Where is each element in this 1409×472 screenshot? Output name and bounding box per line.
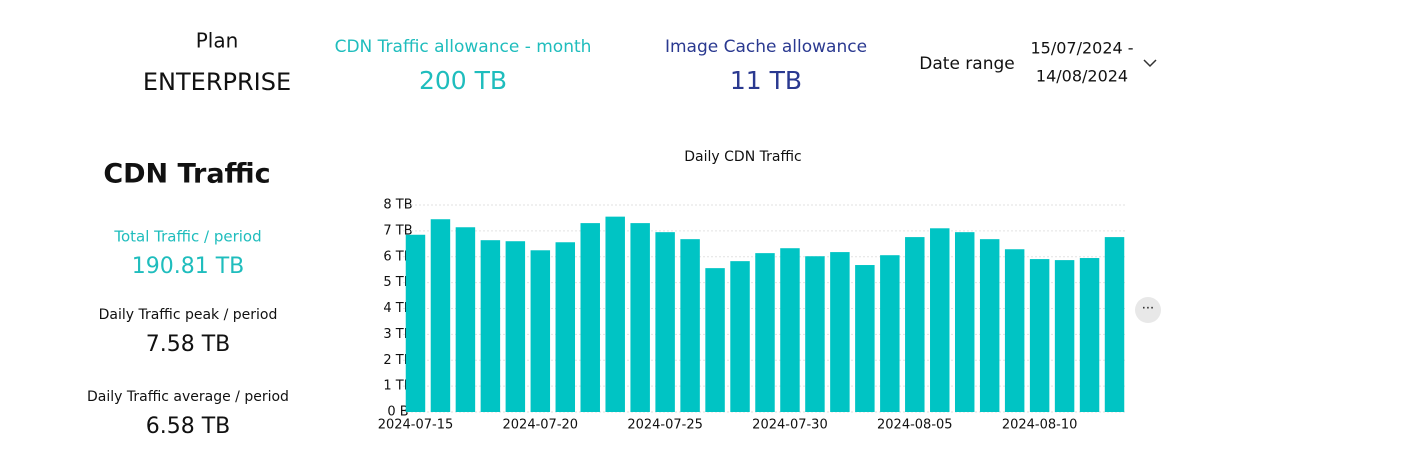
y-tick-label: 6 TB	[383, 249, 412, 264]
summary-label: Daily Traffic peak / period	[99, 307, 278, 323]
date-range-end[interactable]: 14/08/2024	[1036, 67, 1128, 86]
bar	[555, 242, 576, 412]
bar	[780, 248, 800, 412]
bar	[680, 239, 700, 412]
bar	[855, 265, 875, 412]
summary-value: 7.58 TB	[146, 332, 231, 357]
x-tick-label: 2024-07-15	[378, 418, 454, 433]
y-tick-label: 8 TB	[383, 198, 412, 213]
cdn-allowance-label: CDN Traffic allowance - month	[335, 37, 592, 57]
more-options-icon[interactable]: ···	[1142, 302, 1154, 317]
y-tick-label: 3 TB	[383, 327, 412, 342]
chart-title: Daily CDN Traffic	[684, 149, 801, 165]
image-cache-label: Image Cache allowance	[665, 37, 867, 57]
more-options[interactable]	[1135, 297, 1161, 323]
bar	[405, 234, 426, 412]
bar	[930, 228, 950, 412]
bar	[730, 261, 750, 412]
summary-label: Total Traffic / period	[113, 228, 261, 246]
y-tick-label: 4 TB	[383, 301, 412, 316]
bar	[480, 240, 501, 412]
x-tick-label: 2024-08-10	[1002, 418, 1078, 433]
y-tick-label: 7 TB	[383, 223, 412, 238]
bar	[1054, 260, 1075, 412]
bar	[530, 250, 551, 412]
summary-title: CDN Traffic	[103, 159, 270, 190]
summary-label: Daily Traffic average / period	[87, 389, 289, 405]
date-range-label: Date range	[919, 54, 1014, 74]
bar	[905, 237, 925, 412]
image-cache-value: 11 TB	[730, 66, 802, 95]
bar	[979, 239, 1000, 412]
x-tick-label: 2024-07-20	[503, 418, 579, 433]
x-tick-label: 2024-08-05	[877, 418, 953, 433]
bar	[655, 232, 675, 412]
bar	[1104, 237, 1125, 412]
bar	[455, 227, 476, 412]
bar	[430, 219, 451, 412]
y-tick-label: 2 TB	[383, 353, 412, 368]
bar	[630, 223, 650, 412]
cdn-allowance-value: 200 TB	[419, 66, 507, 95]
bar	[755, 253, 775, 412]
plan-value: ENTERPRISE	[143, 68, 291, 96]
y-tick-label: 1 TB	[383, 379, 412, 394]
date-range-start[interactable]: 15/07/2024 -	[1030, 39, 1133, 58]
bar	[954, 232, 975, 412]
bar	[505, 241, 526, 412]
bar	[605, 216, 625, 412]
bar	[1004, 249, 1025, 412]
bar	[880, 255, 900, 412]
bar	[805, 256, 825, 412]
bar	[830, 252, 850, 412]
x-tick-label: 2024-07-25	[627, 418, 703, 433]
summary-value: 190.81 TB	[132, 254, 245, 279]
plan-label: Plan	[196, 29, 239, 53]
y-tick-label: 5 TB	[383, 275, 412, 290]
bar	[580, 223, 600, 412]
summary-value: 6.58 TB	[146, 414, 231, 439]
bar	[705, 268, 725, 412]
dropdown-chevron[interactable]	[1143, 59, 1157, 68]
bar	[1079, 258, 1100, 412]
y-tick-label: 0 B	[387, 405, 408, 420]
x-tick-label: 2024-07-30	[752, 418, 828, 433]
bar	[1029, 259, 1050, 412]
